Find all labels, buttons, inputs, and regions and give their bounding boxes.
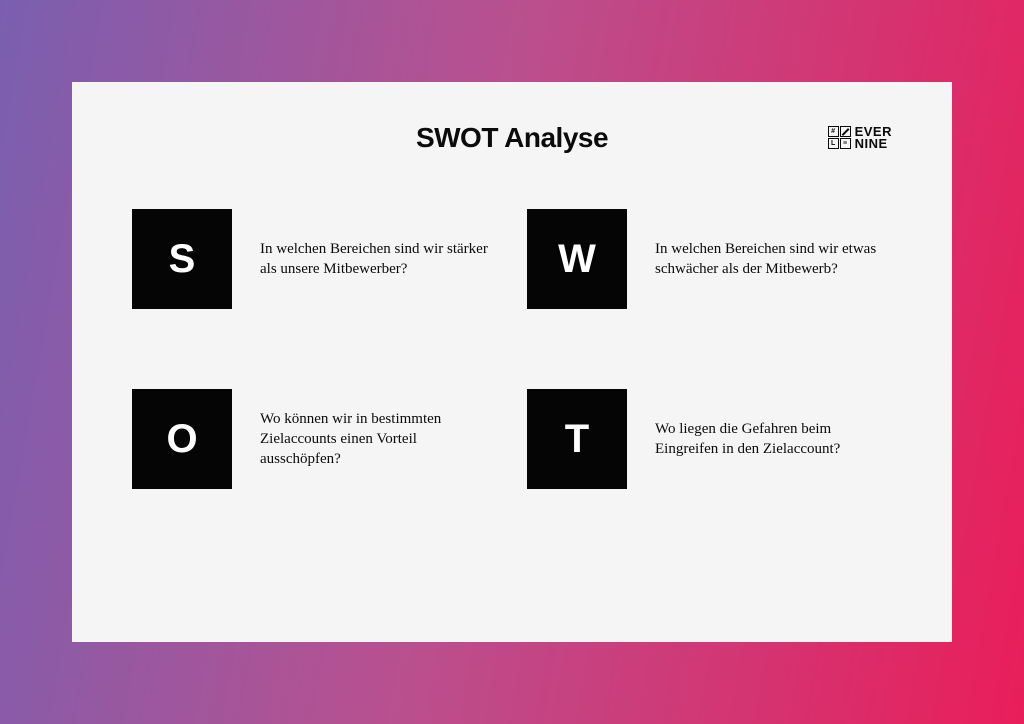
page-title: SWOT Analyse (416, 122, 608, 154)
swot-desc-t: Wo liegen die Gefahren beim Eingreifen i… (655, 419, 892, 460)
swot-tile-s: S (132, 209, 232, 309)
swot-tile-t: T (527, 389, 627, 489)
swot-cell-o: O Wo können wir in bestimmten Zielaccoun… (132, 389, 497, 489)
logo-cell-hash: # (828, 126, 839, 137)
swot-cell-w: W In welchen Bereichen sind wir etwas sc… (527, 209, 892, 309)
swot-cell-t: T Wo liegen die Gefahren beim Eingreifen… (527, 389, 892, 489)
swot-tile-w: W (527, 209, 627, 309)
brand-logo: # L ≡ EVER NINE (828, 126, 892, 150)
swot-desc-o: Wo können wir in bestimmten Zielaccounts… (260, 409, 497, 470)
swot-grid: S In welchen Bereichen sind wir stärker … (132, 209, 892, 489)
logo-cell-bars: ≡ (840, 138, 851, 149)
card: SWOT Analyse # L ≡ EVER NINE S In welche… (72, 82, 952, 642)
swot-tile-o: O (132, 389, 232, 489)
swot-desc-s: In welchen Bereichen sind wir stärker al… (260, 239, 497, 280)
logo-grid-icon: # L ≡ (828, 126, 851, 149)
logo-text: EVER NINE (855, 126, 892, 150)
gradient-backdrop: SWOT Analyse # L ≡ EVER NINE S In welche… (0, 0, 1024, 724)
swot-cell-s: S In welchen Bereichen sind wir stärker … (132, 209, 497, 309)
logo-cell-l: L (828, 138, 839, 149)
logo-text-line2: NINE (855, 138, 892, 150)
header: SWOT Analyse # L ≡ EVER NINE (132, 122, 892, 154)
swot-desc-w: In welchen Bereichen sind wir etwas schw… (655, 239, 892, 280)
logo-cell-slash (840, 126, 851, 137)
